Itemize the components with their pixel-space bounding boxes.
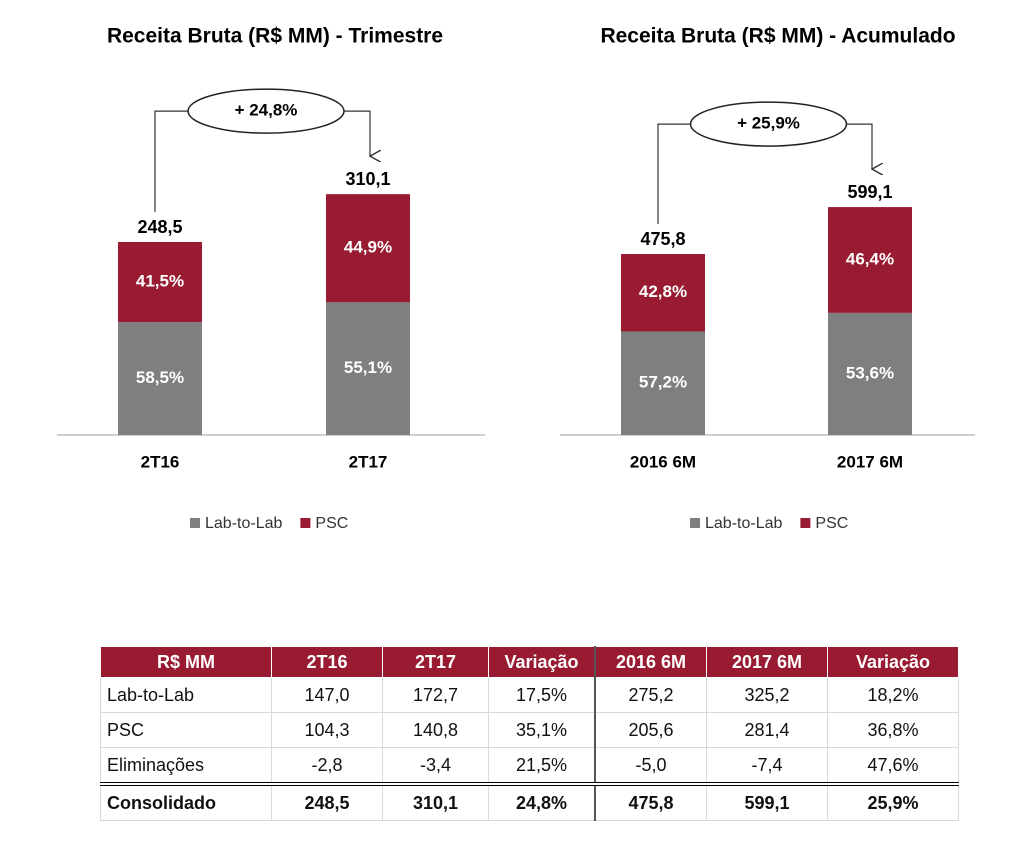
x-tick-label: 2T17 [349, 452, 388, 471]
annotation-ellipse [689, 101, 848, 147]
table-cell: 475,8 [594, 782, 707, 821]
table-cell: Lab-to-Lab [100, 677, 272, 713]
total-label: 599,1 [847, 182, 892, 202]
legend-swatch [800, 518, 811, 528]
table-cell: PSC [100, 712, 272, 748]
header-cell: Variação [827, 646, 959, 678]
connector [154, 110, 188, 212]
table-cell: 35,1% [488, 712, 596, 748]
connector [657, 123, 691, 224]
data-table: R$ MM 2T16 2T17 Variação 2016 6M 2017 6M Varia… [100, 646, 959, 821]
header-cell: R$ MM [100, 646, 272, 678]
table-cell: 205,6 [594, 712, 707, 748]
segment-label: 44,9% [344, 238, 392, 257]
legend-swatch [690, 518, 700, 528]
segment-label: 42,8% [639, 282, 687, 301]
table-cell: 104,3 [271, 712, 383, 748]
table-row: PSC 104,3 140,8 35,1% 205,6 281,4 36,8% [100, 712, 959, 748]
table-cell: 310,1 [382, 782, 489, 821]
table-cell: -3,4 [382, 747, 489, 785]
chart-title: Receita Bruta (R$ MM) - Trimestre [107, 25, 443, 48]
header-row: R$ MM 2T16 2T17 Variação 2016 6M 2017 6M Varia… [100, 646, 959, 678]
legend-label: PSC [315, 515, 348, 532]
table-row: Consolidado 248,5 310,1 24,8% 475,8 599,1 25,9… [100, 782, 959, 821]
legend-swatch [190, 518, 200, 528]
segment-label: 57,2% [639, 373, 687, 392]
x-tick-label: 2017 6M [837, 452, 903, 471]
bar-segment [118, 242, 202, 323]
table-cell: 248,5 [271, 782, 383, 821]
table-cell: 140,8 [382, 712, 489, 748]
table-cell: Consolidado [100, 782, 272, 821]
table-cell: 325,2 [706, 677, 828, 713]
table-cell: -5,0 [594, 747, 707, 785]
table-cell: -2,8 [271, 747, 383, 785]
legend-label: Lab-to-Lab [705, 515, 782, 532]
legend-label: Lab-to-Lab [205, 515, 282, 532]
table-cell: 281,4 [706, 712, 828, 748]
charts: Receita Bruta (R$ MM) - Trimestre 58,5% 41… [57, 25, 975, 532]
table-cell: 172,7 [382, 677, 489, 713]
table-cell: 36,8% [827, 712, 959, 748]
table-row: Eliminações -2,8 -3,4 21,5% -5,0 -7,4 47,6% [100, 747, 959, 785]
total-label: 248,5 [137, 217, 182, 237]
connector-arrow [846, 123, 873, 169]
table-cell: 17,5% [488, 677, 596, 713]
header-cell: 2016 6M [594, 646, 707, 678]
legend-label: PSC [815, 515, 848, 532]
bar-segment [621, 331, 705, 435]
legend-swatch [300, 518, 311, 528]
table-cell: 147,0 [271, 677, 383, 713]
header-cell: 2T17 [382, 646, 489, 678]
chart-title: Receita Bruta (R$ MM) - Acumulado [600, 25, 955, 48]
table-cell: 599,1 [706, 782, 828, 821]
segment-label: 46,4% [846, 249, 894, 268]
table-cell: 47,6% [827, 747, 959, 785]
table-cell: 21,5% [488, 747, 596, 785]
annotation-ellipse [187, 88, 345, 134]
header-cell: Variação [488, 646, 596, 678]
bar-segment [621, 254, 705, 332]
total-label: 475,8 [640, 229, 685, 249]
total-label: 310,1 [345, 169, 390, 189]
table-cell: 275,2 [594, 677, 707, 713]
bar-segment [326, 194, 410, 303]
bar-segment [326, 302, 410, 435]
x-tick-label: 2T16 [141, 452, 180, 471]
connector-arrow [344, 110, 370, 156]
segment-label: 58,5% [136, 368, 184, 387]
table-row: Lab-to-Lab 147,0 172,7 17,5% 275,2 325,2 18,2% [100, 677, 959, 713]
annotation: + 24,8% [235, 101, 298, 120]
bar-segment [118, 322, 202, 435]
header-cell: 2T16 [271, 646, 383, 678]
table-cell: 18,2% [827, 677, 959, 713]
bar-segment [828, 207, 912, 313]
header-cell: 2017 6M [706, 646, 828, 678]
table-cell: Eliminações [100, 747, 272, 785]
table-cell: 25,9% [827, 782, 959, 821]
segment-label: 55,1% [344, 358, 392, 377]
table-cell: -7,4 [706, 747, 828, 785]
bar-segment [828, 312, 912, 435]
segment-label: 53,6% [846, 363, 894, 382]
annotation: + 25,9% [737, 114, 800, 133]
segment-label: 41,5% [136, 272, 184, 291]
x-tick-label: 2016 6M [630, 452, 696, 471]
table-cell: 24,8% [488, 782, 596, 821]
